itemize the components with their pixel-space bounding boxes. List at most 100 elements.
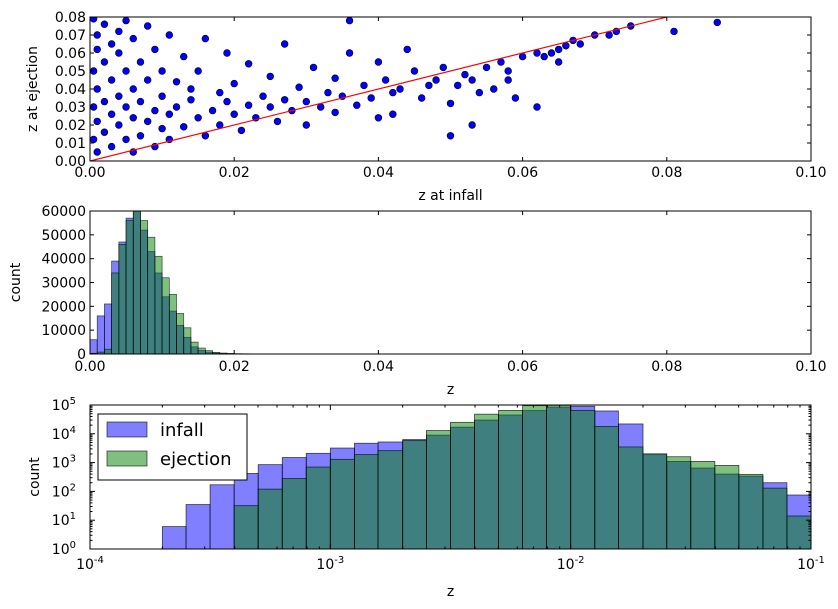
scatter-point (331, 108, 339, 117)
histogram-bar (786, 515, 811, 549)
y-tick-label: 102 (52, 482, 76, 500)
scatter-point (353, 101, 361, 109)
scatter-point (461, 70, 469, 79)
scatter-point (230, 79, 238, 88)
scatter-point (266, 72, 274, 81)
histogram-bar (147, 236, 156, 354)
y-tick-label: 0.02 (55, 118, 86, 134)
y-axis-label: count (27, 457, 43, 497)
histogram-bar (402, 440, 427, 549)
scatter-point (93, 31, 101, 39)
scatter-point (143, 117, 152, 126)
scatter-point (331, 74, 339, 82)
scatter-point (454, 81, 462, 90)
scatter-point (396, 85, 404, 93)
scatter-point (136, 58, 145, 66)
x-tick-label: 10-4 (76, 555, 104, 573)
scatter-point (302, 97, 310, 106)
scatter-point (468, 121, 476, 129)
scatter-point (201, 34, 210, 43)
scatter-point (129, 114, 137, 122)
y-tick-base: 10 (52, 484, 70, 500)
scatter-point (576, 40, 584, 48)
histogram-bars (161, 405, 811, 549)
scatter-point (165, 31, 174, 39)
scatter-point (201, 132, 210, 140)
scatter-point (244, 60, 253, 68)
histogram-bar (522, 405, 547, 549)
scatter-point (194, 114, 202, 122)
scatter-point (158, 92, 166, 100)
scatter-point (151, 106, 159, 115)
scatter-point (475, 88, 484, 97)
scatter-point (417, 94, 426, 102)
scatter-point (107, 110, 116, 118)
scatter-point (151, 45, 159, 54)
x-tick-label: 0.00 (74, 165, 105, 181)
y-tick-exponent: 2 (70, 482, 76, 493)
scatter-point (389, 88, 397, 97)
scatter-point (115, 121, 123, 129)
scatter-panel: 0.00 0.02 0.04 0.06 0.08 0.10 0.00 0.01 0.02 0.03… (25, 10, 827, 204)
histogram-bar (183, 327, 192, 354)
scatter-point (223, 49, 231, 57)
histogram-bars (90, 211, 286, 354)
scatter-point (208, 106, 217, 115)
y-tick-exponent: 1 (70, 511, 76, 522)
y-tick-base: 10 (52, 542, 70, 558)
histogram-bar (154, 255, 163, 354)
scatter-point (122, 135, 130, 144)
y-tick-base: 10 (52, 513, 70, 529)
histogram-bar (714, 464, 740, 549)
y-tick-label: 60000 (41, 204, 86, 220)
y-tick-label: 0.06 (55, 46, 86, 62)
x-tick-exponent: -2 (575, 555, 585, 566)
scatter-point (194, 67, 202, 75)
scatter-point (90, 17, 98, 23)
scatter-point (410, 67, 419, 75)
histogram-bar (618, 446, 644, 549)
y-tick-base: 10 (52, 427, 70, 443)
scatter-point (100, 20, 109, 28)
log-histogram-panel: 10-4 10-3 10-2 10-1100101102103104105zcount… (27, 396, 825, 600)
scatter-point (446, 99, 455, 108)
histogram-bar (666, 456, 692, 549)
plot-frame (89, 210, 812, 355)
y-tick-label: 0 (77, 347, 86, 363)
scatter-point (439, 63, 447, 72)
histogram-bar (104, 348, 112, 354)
histogram-bar (738, 473, 764, 549)
histogram-bar (354, 454, 379, 549)
legend-label-infall: infall (160, 420, 204, 441)
scatter-point (122, 103, 130, 111)
histogram-bar (185, 504, 211, 549)
scatter-point (187, 96, 195, 104)
scatter-point (93, 148, 101, 156)
scatter-point (180, 123, 188, 131)
y-tick-label: 103 (52, 454, 76, 472)
x-tick-label: 0.04 (363, 165, 394, 181)
scatter-point (115, 49, 123, 57)
histogram-bar (329, 458, 355, 549)
scatter-point (425, 81, 433, 90)
x-tick-label: 0.10 (795, 359, 826, 375)
scatter-point (504, 67, 512, 75)
scatter-point (605, 31, 613, 39)
histogram-bar (642, 453, 668, 549)
scatter-point (490, 85, 498, 93)
scatter-point (273, 117, 282, 126)
scatter-point (129, 85, 137, 93)
scatter-point (143, 22, 152, 30)
x-tick-label: 0.06 (507, 165, 538, 181)
x-tick-base: 10 (316, 557, 334, 573)
histogram-bar (111, 272, 120, 354)
histogram-bar (190, 341, 199, 354)
scatter-point (136, 132, 145, 140)
histogram-bar (257, 488, 283, 549)
scatter-point (324, 88, 332, 97)
scatter-point (280, 96, 289, 104)
x-tick-exponent: -3 (334, 555, 344, 566)
x-tick-label: 0.06 (507, 359, 538, 375)
scatter-point (100, 128, 109, 136)
x-tick-label: 10-2 (557, 555, 585, 573)
